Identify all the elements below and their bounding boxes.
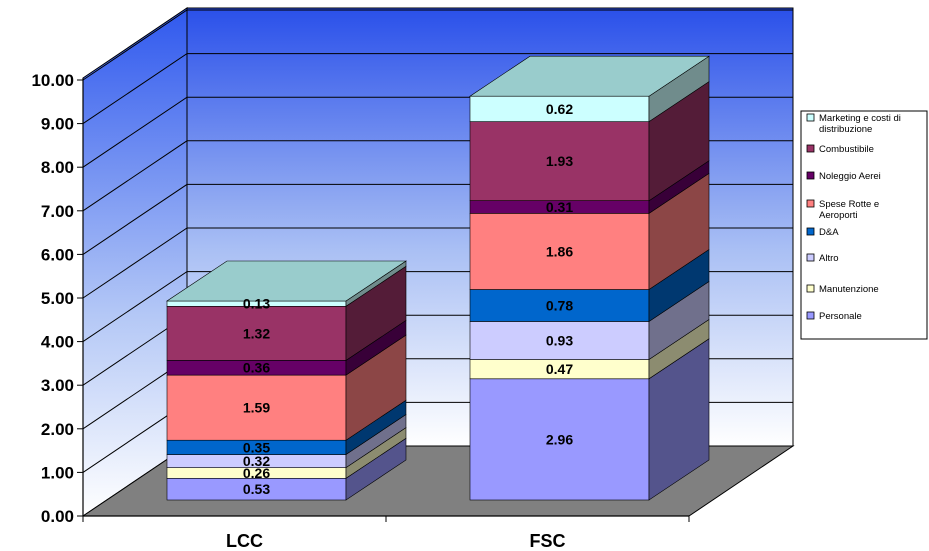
legend-swatch <box>806 171 815 180</box>
legend-swatch <box>806 113 815 122</box>
axes: 0.00 1.00 2.00 3.00 4.00 5.00 6.00 7.00 8.00 9.00… <box>31 71 690 551</box>
y-tick-label: 2.00 <box>41 420 74 439</box>
legend-label: Combustibile <box>819 144 874 155</box>
legend-swatch <box>806 144 815 153</box>
y-tick-label: 3.00 <box>41 376 74 395</box>
data-label: 0.93 <box>546 332 573 348</box>
y-tick-label: 7.00 <box>41 202 74 221</box>
y-tick-label: 0.00 <box>41 507 74 526</box>
data-label: 0.35 <box>243 439 270 455</box>
legend-label: Altro <box>819 253 839 264</box>
legend-box <box>800 110 928 340</box>
data-label: 1.93 <box>546 153 573 169</box>
bar-segment <box>469 95 650 122</box>
y-tick-label: 6.00 <box>41 245 74 264</box>
bar-top <box>469 55 710 97</box>
data-label: 0.36 <box>243 360 270 376</box>
legend-swatch <box>806 311 815 320</box>
data-label: 1.59 <box>243 400 270 416</box>
y-tick-label: 9.00 <box>41 115 74 134</box>
category-label-lcc: LCC <box>226 531 263 551</box>
data-label: 0.26 <box>243 465 270 481</box>
bar-segment <box>469 378 650 501</box>
data-label: 0.13 <box>243 296 270 312</box>
data-label: 1.32 <box>243 325 270 341</box>
y-tick-label: 4.00 <box>41 333 74 352</box>
legend-swatch <box>806 199 815 208</box>
y-tick-label: 10.00 <box>31 71 74 90</box>
legend-label: Noleggio Aerei <box>819 171 881 182</box>
gridline <box>82 53 793 125</box>
data-label: 0.47 <box>546 361 573 377</box>
data-label: 1.86 <box>546 243 573 259</box>
bar-segment <box>166 306 347 361</box>
legend-label: D&A <box>819 227 839 238</box>
gridline <box>82 9 793 81</box>
legend-swatch <box>806 227 815 236</box>
bar-segment <box>166 374 347 441</box>
legend-label: Marketing e costi di <box>819 113 901 124</box>
legend-label: Spese Rotte e <box>819 199 879 210</box>
data-label: 0.53 <box>243 481 270 497</box>
data-label: 2.96 <box>546 431 573 447</box>
legend-swatch <box>806 284 815 293</box>
bar-segment <box>469 213 650 290</box>
y-tick-label: 1.00 <box>41 463 74 482</box>
legend-label: distribuzione <box>819 124 872 135</box>
y-tick-label: 5.00 <box>41 289 74 308</box>
legend-label: Manutenzione <box>819 284 879 295</box>
data-label: 0.62 <box>546 101 573 117</box>
legend-label: Personale <box>819 311 862 322</box>
bars <box>166 55 710 501</box>
data-labels: 0.530.260.320.35 1.59 0.36 1.32 0.13 2.96 0.47… <box>243 101 573 497</box>
legend-label: Aeroporti <box>819 210 858 221</box>
category-label-fsc: FSC <box>530 531 566 551</box>
bar-top <box>166 260 407 302</box>
y-tick-label: 8.00 <box>41 158 74 177</box>
data-label: 0.78 <box>546 297 573 313</box>
bar-segment <box>469 321 650 360</box>
data-label: 0.31 <box>546 199 573 215</box>
legend-swatch <box>806 253 815 262</box>
data-label: 0.32 <box>243 453 270 469</box>
bar-segment <box>469 289 650 322</box>
